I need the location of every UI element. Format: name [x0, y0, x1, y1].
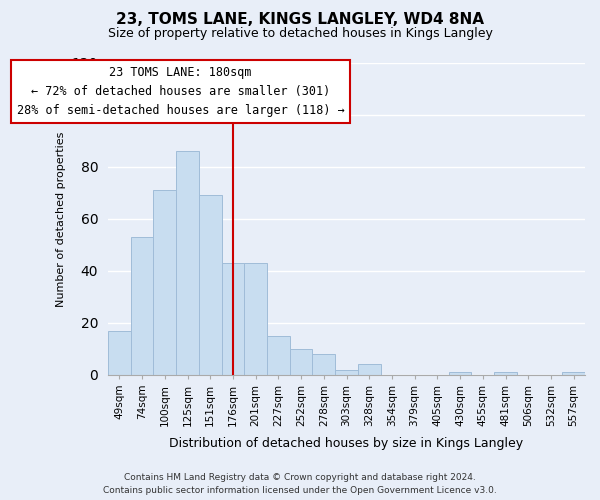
Text: Size of property relative to detached houses in Kings Langley: Size of property relative to detached ho…: [107, 28, 493, 40]
Bar: [494, 372, 517, 374]
Text: 23, TOMS LANE, KINGS LANGLEY, WD4 8NA: 23, TOMS LANE, KINGS LANGLEY, WD4 8NA: [116, 12, 484, 28]
Bar: [108, 330, 131, 374]
Bar: [199, 196, 221, 374]
Bar: [335, 370, 358, 374]
Y-axis label: Number of detached properties: Number of detached properties: [56, 131, 67, 306]
Bar: [154, 190, 176, 374]
Bar: [267, 336, 290, 374]
Text: Contains HM Land Registry data © Crown copyright and database right 2024.
Contai: Contains HM Land Registry data © Crown c…: [103, 473, 497, 495]
Bar: [449, 372, 472, 374]
Bar: [290, 349, 313, 374]
Text: 23 TOMS LANE: 180sqm
← 72% of detached houses are smaller (301)
28% of semi-deta: 23 TOMS LANE: 180sqm ← 72% of detached h…: [17, 66, 344, 116]
Bar: [358, 364, 380, 374]
Bar: [562, 372, 585, 374]
Bar: [313, 354, 335, 374]
X-axis label: Distribution of detached houses by size in Kings Langley: Distribution of detached houses by size …: [169, 437, 524, 450]
Bar: [244, 263, 267, 374]
Bar: [221, 263, 244, 374]
Bar: [131, 237, 154, 374]
Bar: [176, 152, 199, 374]
